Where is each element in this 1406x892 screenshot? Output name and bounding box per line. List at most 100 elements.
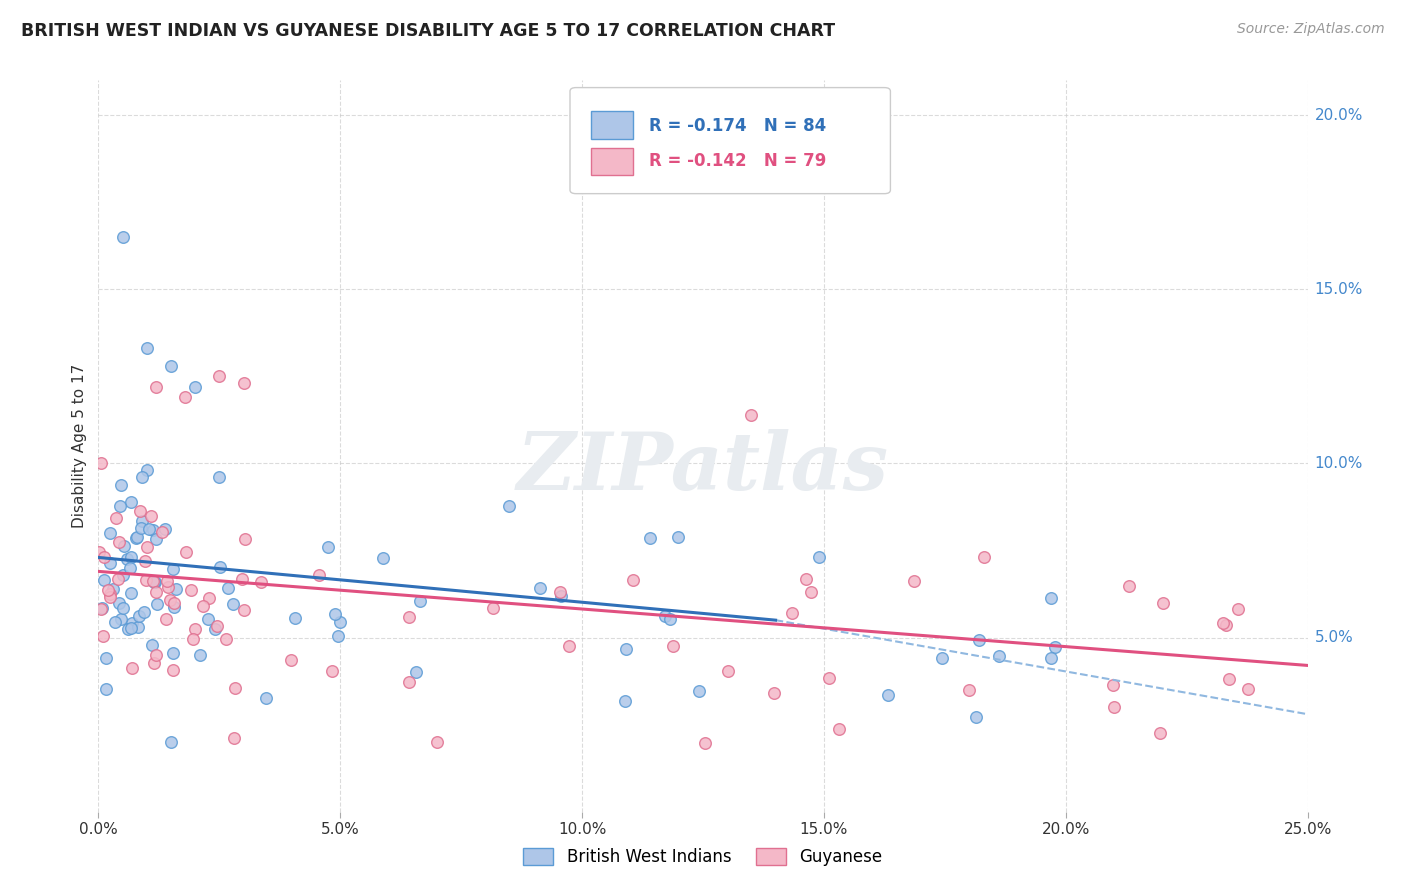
Point (254, 690, 277, 705)
Point (658, 612, 681, 626)
Point (688, 684, 710, 698)
Point (1039, 591, 1062, 606)
Point (135, 463, 157, 477)
Point (104, 615, 127, 629)
Point (181, 632, 204, 647)
Point (110, 478, 132, 492)
Point (613, 694, 636, 708)
Point (135, 574, 157, 588)
Point (1149, 726, 1171, 740)
Point (548, 585, 571, 599)
Point (163, 600, 186, 615)
Point (1102, 700, 1125, 714)
Point (160, 735, 183, 749)
Point (529, 581, 551, 595)
Point (159, 593, 181, 607)
Point (128, 608, 150, 623)
Point (129, 520, 152, 534)
Point (91, 629, 114, 643)
Point (231, 572, 253, 586)
Point (661, 640, 683, 654)
Point (217, 581, 239, 595)
Point (143, 657, 166, 671)
Point (398, 610, 420, 624)
Point (134, 605, 156, 619)
Point (128, 504, 150, 518)
Point (146, 597, 169, 611)
Bar (591, 111, 633, 139)
Point (654, 608, 676, 623)
Point (693, 736, 716, 750)
Point (90, 602, 112, 616)
Point (405, 665, 427, 679)
Point (323, 607, 346, 621)
Point (931, 651, 953, 665)
Point (145, 532, 167, 546)
Point (111, 230, 134, 244)
Point (398, 674, 420, 689)
Point (121, 661, 143, 675)
Point (308, 568, 330, 582)
Point (668, 530, 690, 544)
Point (125, 530, 148, 544)
Point (98, 525, 121, 540)
Point (98, 587, 121, 601)
Point (163, 596, 186, 610)
Point (232, 603, 254, 617)
Point (97, 582, 120, 597)
Point (482, 600, 505, 615)
Point (120, 550, 142, 565)
Point (103, 582, 125, 596)
Point (794, 572, 817, 586)
Point (107, 572, 129, 586)
Point (208, 560, 231, 574)
Text: R = -0.142   N = 79: R = -0.142 N = 79 (648, 153, 825, 170)
Point (373, 551, 395, 566)
FancyBboxPatch shape (569, 87, 890, 194)
Point (114, 539, 136, 553)
Point (1218, 673, 1240, 687)
Y-axis label: Disability Age 5 to 17: Disability Age 5 to 17 (72, 364, 87, 528)
Point (135, 342, 157, 356)
Point (1215, 617, 1237, 632)
Text: R = -0.174   N = 84: R = -0.174 N = 84 (648, 118, 825, 136)
Point (118, 561, 141, 575)
Point (558, 640, 581, 654)
Point (408, 593, 430, 607)
Point (614, 641, 637, 656)
Text: 20.0%: 20.0% (1315, 108, 1362, 122)
Point (1226, 602, 1249, 616)
Point (155, 574, 177, 588)
Point (155, 523, 177, 537)
Point (207, 618, 229, 632)
Point (104, 511, 127, 525)
Point (93, 549, 115, 564)
Point (94, 681, 117, 696)
Point (828, 723, 851, 737)
Point (107, 596, 129, 610)
Text: 5.0%: 5.0% (1315, 630, 1353, 645)
Point (120, 585, 142, 599)
Point (150, 524, 173, 539)
Point (280, 653, 302, 667)
Point (145, 380, 167, 394)
Point (215, 632, 238, 646)
Point (98, 556, 121, 570)
Point (329, 615, 352, 629)
Point (183, 622, 205, 636)
Point (965, 710, 987, 724)
Point (121, 615, 143, 630)
Point (232, 376, 254, 391)
Point (120, 494, 142, 508)
Point (145, 648, 167, 663)
Point (127, 620, 149, 634)
Point (180, 583, 202, 598)
Point (1102, 678, 1125, 692)
Point (142, 574, 165, 589)
Point (1039, 650, 1062, 665)
Point (222, 731, 245, 746)
Point (550, 589, 572, 603)
Point (1212, 615, 1234, 630)
Point (284, 611, 307, 625)
Point (197, 591, 219, 605)
